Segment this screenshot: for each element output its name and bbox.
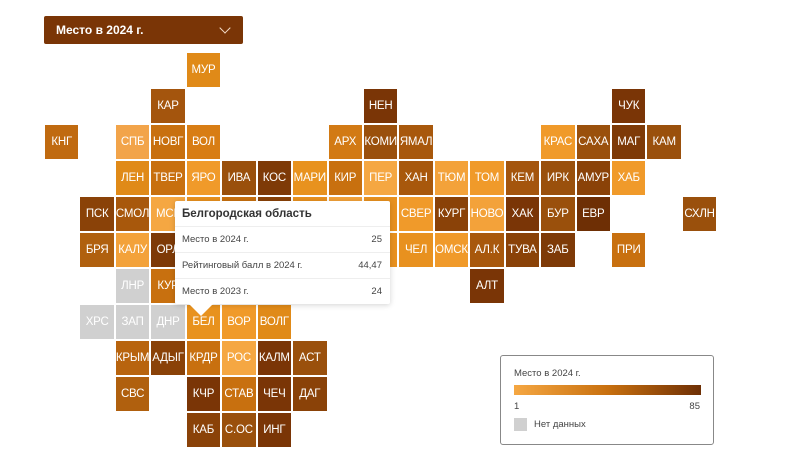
region-tile[interactable]: КАБ bbox=[185, 412, 222, 448]
region-tile[interactable]: НОВГ bbox=[150, 124, 186, 160]
region-tile[interactable]: ХАБ bbox=[611, 160, 647, 196]
region-tile[interactable]: АЛТ bbox=[469, 268, 505, 304]
region-tile[interactable]: КРЫМ bbox=[114, 340, 151, 376]
region-tile[interactable]: СПБ bbox=[114, 124, 151, 160]
legend: Место в 2024 г. 1 85 Нет данных bbox=[500, 355, 714, 445]
region-tile[interactable]: ЛЕН bbox=[114, 160, 151, 196]
region-tile[interactable]: ИНГ bbox=[256, 412, 293, 448]
region-tile[interactable]: АДЫГ bbox=[150, 340, 186, 376]
region-tile[interactable]: ТОМ bbox=[469, 160, 505, 196]
tooltip-row: Место в 2024 г. 25 bbox=[175, 227, 390, 253]
region-tile[interactable]: НОВО bbox=[469, 196, 505, 232]
region-tile[interactable]: ЧЕЧ bbox=[256, 376, 293, 412]
legend-max: 85 bbox=[689, 401, 700, 412]
region-tile[interactable]: ЗАБ bbox=[540, 232, 576, 268]
region-tile[interactable]: АМУР bbox=[575, 160, 611, 196]
region-tile[interactable]: С.ОС bbox=[221, 412, 257, 448]
region-tile[interactable]: ТЮМ bbox=[433, 160, 470, 196]
region-tile[interactable]: КЧР bbox=[185, 376, 222, 412]
region-tile[interactable]: ТУВА bbox=[504, 232, 541, 268]
region-tile[interactable]: ДАГ bbox=[292, 376, 328, 412]
region-tile[interactable]: ПСК bbox=[79, 196, 115, 232]
legend-color-scale bbox=[514, 385, 701, 395]
region-tile[interactable]: СВС bbox=[114, 376, 151, 412]
region-tile[interactable]: КИР bbox=[327, 160, 363, 196]
region-tile[interactable]: НЕН bbox=[362, 88, 399, 124]
region-tile[interactable]: САХА bbox=[575, 124, 611, 160]
region-tile[interactable]: КАМ bbox=[646, 124, 682, 160]
region-tile[interactable]: ЧЕЛ bbox=[398, 232, 434, 268]
region-tile[interactable]: АРХ bbox=[327, 124, 363, 160]
no-data-label: Нет данных bbox=[534, 419, 586, 430]
region-tile[interactable]: КОМИ bbox=[362, 124, 399, 160]
region-tile[interactable]: ПРИ bbox=[611, 232, 647, 268]
region-tile[interactable]: СМОЛ bbox=[114, 196, 151, 232]
tooltip-label: Место в 2023 г. bbox=[182, 286, 249, 297]
region-tile[interactable]: ЯМАЛ bbox=[398, 124, 434, 160]
region-tile[interactable]: ИРК bbox=[540, 160, 576, 196]
region-tile[interactable]: СХЛН bbox=[681, 196, 718, 232]
region-tile[interactable]: КРАС bbox=[540, 124, 576, 160]
region-tile[interactable]: МАГ bbox=[611, 124, 647, 160]
region-tile[interactable]: ДНР bbox=[150, 304, 186, 340]
region-tile[interactable]: ВОЛ bbox=[185, 124, 222, 160]
region-tile[interactable]: БУР bbox=[540, 196, 576, 232]
tooltip-row: Рейтинговый балл в 2024 г. 44,47 bbox=[175, 253, 390, 279]
region-tile[interactable]: ЯРО bbox=[185, 160, 222, 196]
region-tile[interactable]: ВОР bbox=[221, 304, 257, 340]
region-tooltip: Белгородская область Место в 2024 г. 25 … bbox=[175, 201, 390, 316]
region-tile[interactable]: АСТ bbox=[292, 340, 328, 376]
region-tile[interactable]: КОС bbox=[256, 160, 293, 196]
indicator-dropdown[interactable]: Место в 2024 г. bbox=[44, 16, 243, 44]
region-tile[interactable]: ОМСК bbox=[433, 232, 470, 268]
tooltip-value: 44,47 bbox=[358, 260, 382, 271]
tooltip-value: 24 bbox=[371, 286, 382, 297]
legend-min: 1 bbox=[514, 401, 520, 412]
region-tile[interactable]: ТВЕР bbox=[150, 160, 186, 196]
tooltip-label: Рейтинговый балл в 2024 г. bbox=[182, 260, 303, 271]
region-tile[interactable]: МУР bbox=[185, 52, 222, 88]
region-tile[interactable]: БРЯ bbox=[79, 232, 115, 268]
legend-title: Место в 2024 г. bbox=[514, 368, 581, 379]
region-tile[interactable]: КНГ bbox=[44, 124, 80, 160]
region-tile[interactable]: КАР bbox=[150, 88, 186, 124]
region-tile[interactable]: КРДР bbox=[185, 340, 222, 376]
tooltip-label: Место в 2024 г. bbox=[182, 234, 249, 245]
region-tile[interactable]: СВЕР bbox=[398, 196, 434, 232]
region-tile[interactable]: ЧУК bbox=[611, 88, 647, 124]
dropdown-selected: Место в 2024 г. bbox=[56, 23, 144, 37]
region-tile[interactable]: ХРС bbox=[79, 304, 115, 340]
region-tile[interactable]: ПЕР bbox=[362, 160, 399, 196]
region-tile[interactable]: ВОЛГ bbox=[256, 304, 293, 340]
region-tile[interactable]: ХАН bbox=[398, 160, 434, 196]
region-tile[interactable]: ЕВР bbox=[575, 196, 611, 232]
region-tile[interactable]: СТАВ bbox=[221, 376, 257, 412]
region-tile[interactable]: АЛ.К bbox=[469, 232, 505, 268]
region-tile[interactable]: КАЛУ bbox=[114, 232, 151, 268]
tooltip-value: 25 bbox=[371, 234, 382, 245]
tooltip-title: Белгородская область bbox=[175, 201, 390, 227]
region-tile[interactable]: РОС bbox=[221, 340, 257, 376]
tooltip-row: Место в 2023 г. 24 bbox=[175, 279, 390, 304]
region-tile[interactable]: КУРГ bbox=[433, 196, 470, 232]
chevron-down-icon bbox=[219, 22, 231, 34]
region-tile[interactable]: ИВА bbox=[221, 160, 257, 196]
region-tile-map: МУР КАР НЕН ЧУК КНГ СПБ НОВГ ВОЛ АРХ КОМИ ЯМАЛ КРАС… bbox=[44, 52, 718, 448]
region-tile[interactable]: МАРИ bbox=[292, 160, 328, 196]
region-tile[interactable]: КЕМ bbox=[504, 160, 541, 196]
region-tile[interactable]: ЗАП bbox=[114, 304, 151, 340]
region-tile[interactable]: ХАК bbox=[504, 196, 541, 232]
region-tile[interactable]: ЛНР bbox=[114, 268, 151, 304]
region-tile[interactable]: КАЛМ bbox=[256, 340, 293, 376]
no-data-swatch bbox=[514, 418, 527, 431]
